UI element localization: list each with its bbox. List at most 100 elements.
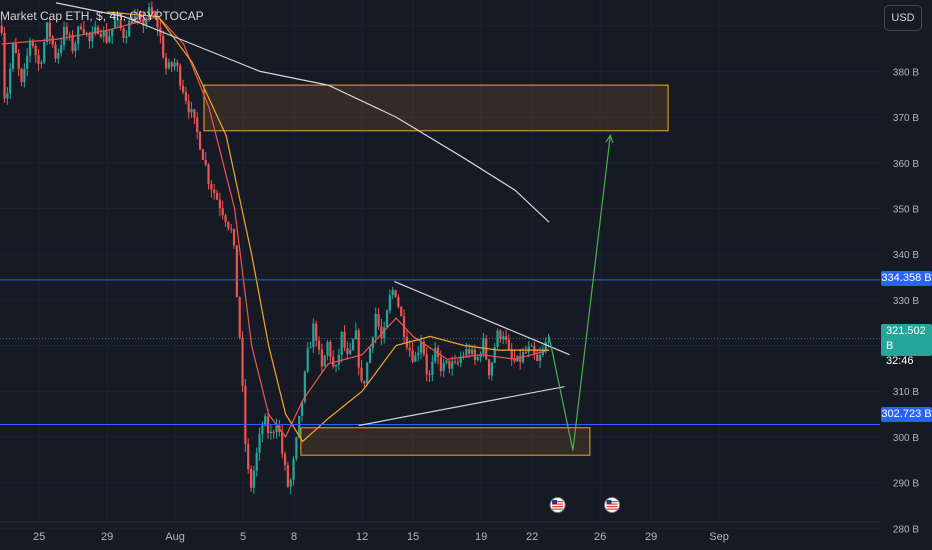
candle-body	[499, 330, 502, 340]
candle-body	[218, 199, 221, 209]
candle-body	[130, 20, 134, 24]
candle-body	[419, 341, 423, 353]
time-tick-label: 5	[240, 531, 246, 543]
candle-body	[147, 7, 151, 19]
candle-body	[289, 479, 292, 487]
zone-box-1	[300, 427, 591, 456]
price-tick-label: 350 B	[893, 204, 919, 215]
candle-body	[6, 93, 9, 99]
candle-body	[269, 431, 272, 434]
candle-body	[275, 425, 278, 433]
candle-body	[34, 45, 37, 56]
candle-body	[264, 416, 267, 426]
flag-stripe	[552, 506, 564, 508]
candle-body	[153, 13, 156, 17]
projection-arrowhead	[605, 133, 614, 144]
candle-body	[258, 434, 261, 453]
drawings	[358, 133, 614, 451]
projection-path	[548, 135, 611, 451]
candle-body	[317, 340, 321, 350]
zones	[203, 84, 669, 456]
candle-body	[57, 52, 60, 59]
candle-body	[332, 356, 335, 367]
candle-body	[283, 453, 287, 465]
candle-body	[184, 92, 187, 101]
candle-body	[300, 401, 304, 416]
candle-body	[244, 386, 247, 444]
candle-body	[374, 314, 377, 338]
candle-body	[425, 354, 428, 375]
candle-body	[343, 331, 346, 348]
candle-body	[295, 437, 298, 459]
candle-body	[456, 362, 459, 364]
candle-body	[493, 346, 496, 363]
candle-body	[164, 57, 168, 69]
candle-body	[207, 164, 210, 184]
candle-body	[9, 68, 12, 94]
candle-body	[116, 18, 119, 21]
candle-body	[303, 371, 306, 402]
price-tick-label: 310 B	[893, 387, 919, 398]
candle-body	[507, 339, 510, 350]
candle-body	[48, 22, 51, 37]
candle-body	[108, 36, 111, 43]
symbol-title: Market Cap ETH, $, 4h, CRYPTOCAP	[0, 9, 204, 23]
candle-body	[351, 339, 355, 350]
candle-body	[439, 357, 442, 372]
candle-body	[417, 352, 420, 356]
bar-countdown: 32:46	[886, 355, 914, 367]
candle-body	[232, 229, 236, 246]
candle-body	[196, 117, 199, 133]
candle-body	[235, 245, 238, 298]
candle-body	[3, 33, 6, 99]
candle-body	[193, 109, 196, 118]
candle-body	[261, 425, 264, 435]
candle-body	[490, 362, 493, 376]
moving-average-2	[55, 2, 550, 223]
time-tick-label: Sep	[709, 531, 729, 543]
candle-body	[536, 354, 539, 362]
candle-body	[113, 20, 117, 29]
candle-body	[241, 337, 244, 387]
candle-body	[323, 355, 326, 367]
candle-body	[281, 431, 284, 454]
candle-body	[133, 16, 136, 24]
candle-body	[320, 349, 323, 367]
flag-circle	[549, 497, 566, 513]
candle-body	[538, 355, 542, 362]
event-markers	[549, 497, 620, 513]
candle-body	[170, 62, 173, 67]
candle-body	[94, 27, 97, 34]
time-tick-label: 19	[475, 531, 487, 543]
candle-body	[309, 346, 312, 349]
candles	[0, 1, 550, 495]
time-axis[interactable]: 25 29 Aug 5 8 12 15 19 22 26 29 Sep	[0, 521, 880, 543]
candle-body	[519, 355, 522, 363]
candle-body	[167, 62, 170, 69]
us-flag-icon	[549, 497, 566, 513]
candle-body	[247, 443, 250, 470]
currency-button[interactable]: USD	[884, 5, 922, 31]
flag-stripe	[552, 501, 564, 503]
candle-body	[249, 469, 253, 488]
candle-body	[255, 452, 258, 471]
candle-body	[224, 215, 227, 222]
candle-body	[380, 326, 383, 339]
candle-body	[473, 349, 476, 361]
candle-body	[88, 32, 91, 42]
candle-body	[357, 330, 360, 368]
candle-body	[502, 336, 505, 340]
last-price-badge: 321.502 B 32:46	[881, 324, 932, 367]
price-tick-label: 340 B	[893, 250, 919, 261]
candle-body	[354, 330, 357, 340]
candle-body	[400, 306, 403, 317]
candle-body	[459, 357, 462, 363]
candle-body	[428, 374, 431, 376]
flag-canton	[606, 500, 612, 504]
candle-body	[201, 149, 204, 160]
candle-body	[541, 349, 544, 356]
candle-body	[40, 62, 43, 64]
candle-body	[176, 62, 179, 66]
